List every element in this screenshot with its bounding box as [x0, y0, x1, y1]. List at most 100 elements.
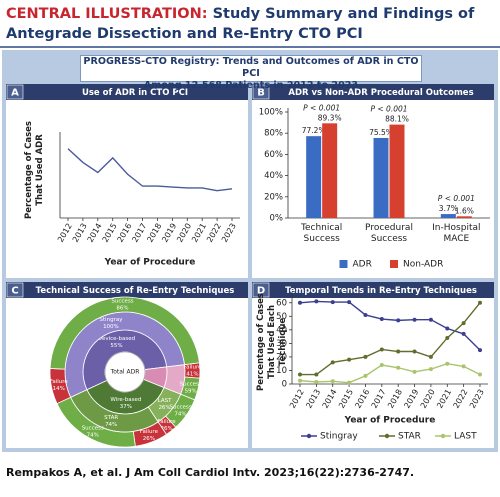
legend-label: Stingray	[320, 432, 358, 442]
point	[298, 372, 302, 377]
point	[330, 360, 335, 365]
banner-line: PROGRESS-CTO Registry: Trends and Outcom…	[83, 56, 419, 79]
legend-swatch	[339, 260, 348, 268]
segment-name: Success	[111, 299, 133, 305]
point	[461, 364, 466, 369]
segment-value: 55%	[110, 343, 122, 349]
segment-name: Wire-based	[110, 397, 141, 403]
bar	[389, 124, 405, 218]
segment-value: 26%	[143, 436, 155, 442]
bar	[456, 216, 472, 218]
legend-label: LAST	[454, 432, 477, 442]
y-tick-label: 80%	[264, 129, 283, 139]
point	[412, 369, 417, 374]
annotation: P < 0.001	[303, 103, 340, 112]
segment-name: Failure	[183, 365, 202, 371]
value-label: 88.1%	[385, 115, 409, 124]
y-tick-label: 0%	[270, 214, 284, 224]
panel-header	[6, 282, 248, 298]
bar	[306, 136, 322, 218]
legend-marker	[306, 433, 312, 439]
center	[104, 351, 146, 393]
panel-header	[6, 84, 248, 100]
panel-letter: C	[11, 286, 18, 297]
legend-marker	[440, 433, 446, 439]
panel-header	[252, 282, 494, 298]
panel	[252, 84, 494, 278]
x-axis-title: Year of Procedure	[344, 416, 436, 426]
point	[412, 317, 417, 322]
point	[478, 348, 482, 353]
point	[461, 321, 466, 326]
y-tick-label: 10	[276, 366, 287, 376]
segment-name: Failure	[140, 429, 159, 435]
series-line	[300, 302, 481, 376]
legend-label: Non-ADR	[403, 260, 443, 270]
panel-header	[252, 84, 494, 100]
value-label: 75.5%	[369, 128, 393, 137]
value-label: 3.7%	[439, 204, 458, 213]
y-tick-label: 40	[276, 325, 287, 335]
segment-value: 37%	[120, 404, 132, 410]
point	[330, 300, 335, 305]
point	[363, 354, 368, 359]
y-axis-title: Percentage of Cases That Used Each Techn…	[256, 293, 288, 392]
point	[428, 354, 433, 359]
point	[396, 349, 401, 354]
banner: PROGRESS-CTO Registry: Trends and Outcom…	[80, 55, 422, 91]
point	[298, 300, 302, 305]
panel-letter: D	[257, 286, 265, 297]
segment-name: Stingray	[99, 317, 123, 323]
series-line	[299, 300, 481, 351]
segment-value: 59%	[185, 389, 197, 395]
header-title: Study Summary and Findings of Antegrade …	[6, 6, 475, 42]
segment-value: 74%	[174, 411, 186, 417]
value-label: 1.6%	[455, 206, 474, 215]
legend-label: STAR	[398, 432, 421, 442]
panel-letter-box	[6, 84, 24, 100]
point	[396, 365, 401, 370]
y-tick-label: 60%	[264, 150, 283, 160]
point	[347, 300, 352, 305]
panel-letter: B	[257, 88, 265, 99]
panel-title: ADR vs Non-ADR Procedural Outcomes	[288, 88, 473, 98]
series-line	[299, 362, 481, 384]
series-line	[67, 148, 233, 192]
bar	[322, 123, 338, 218]
banner-line: Among 12,568 Patients in 2012 to 2023	[143, 80, 359, 91]
bar	[440, 214, 456, 218]
point	[478, 372, 482, 377]
segment-name: Device-based	[98, 336, 135, 342]
segment-name: Failure	[158, 419, 177, 425]
point	[379, 317, 384, 322]
segment-name: Success	[169, 404, 191, 410]
panel	[6, 84, 248, 278]
segment-name: LAST	[158, 398, 172, 404]
legend-swatch	[390, 260, 398, 268]
segment-value: 86%	[116, 306, 128, 312]
point	[461, 331, 466, 336]
point	[314, 299, 319, 304]
point	[363, 373, 368, 378]
panel-letter-box	[252, 282, 270, 298]
point	[347, 357, 352, 362]
panel-letter: A	[11, 88, 19, 99]
y-tick-label: 50	[276, 312, 287, 322]
point	[379, 363, 384, 368]
panel-title: Use of ADR in CTO PCI	[82, 88, 188, 98]
x-tick-label: Procedural Success	[365, 223, 413, 244]
point	[396, 318, 401, 323]
segment-value: 74%	[87, 432, 99, 438]
segment-name: Success	[82, 425, 104, 431]
segment-value: 41%	[186, 372, 198, 378]
segment-name: Failure	[50, 379, 69, 385]
point	[445, 335, 450, 340]
x-tick-label: In-Hospital MACE	[432, 223, 481, 244]
panel-title: Technical Success of Re-Entry Techniques	[36, 286, 235, 296]
y-tick-label: 60	[276, 298, 287, 308]
point	[314, 372, 319, 377]
header-label: CENTRAL ILLUSTRATION:	[6, 6, 208, 22]
annotation: P < 0.001	[370, 105, 407, 114]
x-axis-title: Year of Procedure	[104, 258, 196, 268]
